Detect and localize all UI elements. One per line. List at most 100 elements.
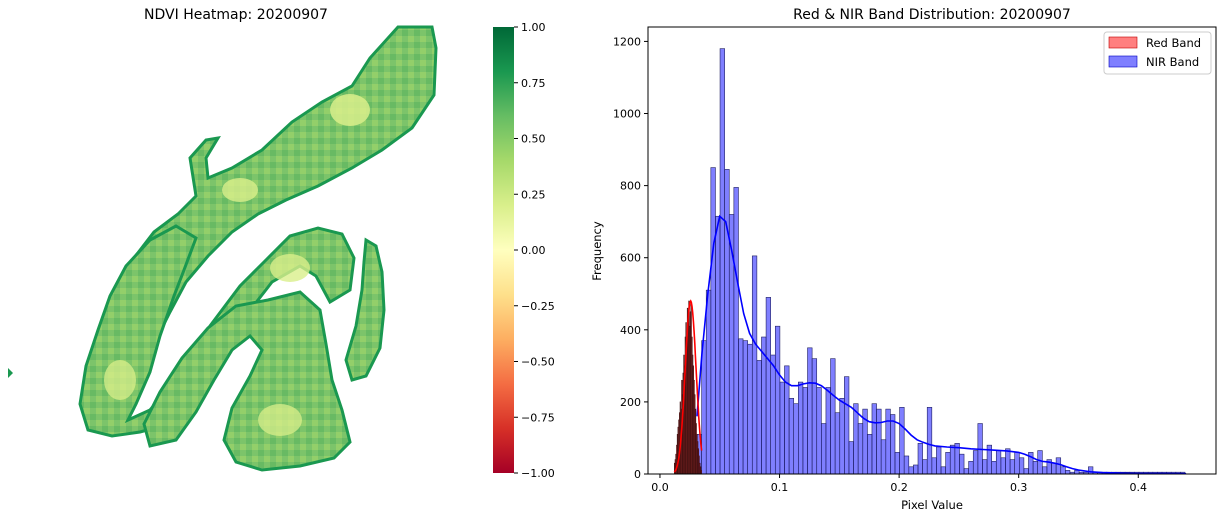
nir-bar xyxy=(705,289,712,474)
nir-bar xyxy=(1074,470,1080,474)
nir-bar xyxy=(774,325,781,474)
nir-bar xyxy=(825,387,831,474)
legend-swatch-nir xyxy=(1108,55,1138,68)
nir-bar xyxy=(1014,452,1020,474)
nir-bar xyxy=(871,403,877,474)
nir-bar xyxy=(968,461,974,474)
nir-bar xyxy=(756,360,762,474)
nir-bar xyxy=(995,450,1002,474)
legend-label-red: Red Band xyxy=(1146,36,1201,50)
legend: Red Band NIR Band xyxy=(1103,31,1212,75)
y-axis-label: Frequency xyxy=(590,221,604,281)
nir-bar xyxy=(917,443,923,474)
nir-bar xyxy=(710,167,716,474)
nir-bar xyxy=(945,452,951,474)
legend-swatch-red xyxy=(1108,36,1138,49)
ndvi-patch xyxy=(222,178,258,202)
nir-bar xyxy=(733,187,739,474)
y-tick-label: 600 xyxy=(620,252,641,265)
x-tick-label: 0.1 xyxy=(771,481,789,494)
red-band-bars xyxy=(674,300,702,474)
ndvi-heatmap-panel: NDVI Heatmap: 20200907 1.00 0.75 0.50 0.25 0… xyxy=(8,7,555,480)
nir-bar xyxy=(788,397,795,474)
nir-bar xyxy=(848,441,854,474)
nir-bar xyxy=(1055,457,1062,474)
nir-bar xyxy=(880,439,887,474)
nir-bar xyxy=(1088,466,1094,474)
nir-bar xyxy=(834,412,841,474)
nir-bar xyxy=(807,347,813,474)
y-tick-label: 1200 xyxy=(613,35,641,48)
nir-bar xyxy=(816,387,822,474)
nir-bar xyxy=(982,459,988,474)
y-tick-label: 800 xyxy=(620,180,641,193)
field-strip-lower xyxy=(142,290,352,472)
nir-bar xyxy=(779,381,785,474)
nir-bar xyxy=(839,397,845,474)
nir-bar xyxy=(936,446,942,474)
colorbar-gradient xyxy=(493,27,514,473)
y-tick-label: 0 xyxy=(634,468,641,481)
colorbar-tick-label: 0.50 xyxy=(521,133,546,146)
colorbar-ticks: 1.00 0.75 0.50 0.25 0.00 −0.25 −0.50 −0.75 −1.00 xyxy=(514,21,555,480)
band-distribution-panel: Red & NIR Band Distribution: 20200907 0.… xyxy=(590,7,1217,512)
plot-frame xyxy=(647,26,1217,475)
nir-bar xyxy=(1023,468,1029,474)
legend-label-nir: NIR Band xyxy=(1146,55,1199,69)
nir-bar xyxy=(853,403,859,474)
x-axis-label: Pixel Value xyxy=(901,498,963,512)
nir-bar xyxy=(1000,457,1006,474)
field-strip-right xyxy=(344,237,386,382)
x-tick-label: 0.4 xyxy=(1130,481,1148,494)
nir-bar xyxy=(738,338,744,474)
colorbar-tick-label: 0.75 xyxy=(521,77,546,90)
nir-bar xyxy=(940,466,946,474)
x-tick-label: 0.0 xyxy=(651,481,669,494)
nir-bar xyxy=(963,468,969,474)
nir-bar xyxy=(1018,457,1025,474)
field-speck xyxy=(8,368,13,378)
nir-bar xyxy=(844,376,850,474)
colorbar-tick-label: 0.25 xyxy=(521,188,546,201)
y-tick-label: 400 xyxy=(620,324,641,337)
nir-bar xyxy=(926,407,933,474)
x-axis-ticks: 0.0 0.1 0.2 0.3 0.4 xyxy=(651,474,1147,494)
nir-bar xyxy=(1065,470,1071,474)
nir-bar xyxy=(885,408,891,474)
nir-bar xyxy=(899,407,905,474)
ndvi-patch xyxy=(270,254,310,282)
nir-bar xyxy=(857,423,864,474)
nir-bar xyxy=(811,358,818,474)
colorbar-tick-label: −1.00 xyxy=(521,467,555,480)
nir-bar xyxy=(798,381,804,474)
nir-bar xyxy=(761,336,767,474)
nir-bar xyxy=(1042,466,1048,474)
ndvi-field-map xyxy=(8,25,438,472)
nir-bar xyxy=(742,340,748,474)
x-tick-label: 0.2 xyxy=(890,481,908,494)
nir-bar xyxy=(922,459,928,474)
nir-bar xyxy=(894,452,900,474)
colorbar-tick-label: 0.00 xyxy=(521,244,546,257)
colorbar-tick-label: −0.75 xyxy=(521,411,555,424)
histogram-title: Red & NIR Band Distribution: 20200907 xyxy=(793,7,1071,23)
nir-bar xyxy=(802,387,808,474)
nir-bar xyxy=(890,414,896,474)
nir-bar xyxy=(931,457,937,474)
y-axis-ticks: 0 200 400 600 800 1000 1200 xyxy=(613,35,648,481)
y-tick-label: 1000 xyxy=(613,108,641,121)
nir-bar xyxy=(724,169,730,474)
colorbar-tick-label: −0.50 xyxy=(521,356,555,369)
ndvi-patch xyxy=(104,360,136,400)
ndvi-patch xyxy=(330,94,370,126)
nir-bar xyxy=(719,48,725,474)
nir-bar xyxy=(949,444,956,474)
nir-bar xyxy=(770,354,776,474)
ndvi-patch xyxy=(258,404,302,436)
nir-bar xyxy=(867,434,873,474)
nir-band-bars xyxy=(696,48,1186,474)
x-tick-label: 0.3 xyxy=(1010,481,1028,494)
red-bar xyxy=(700,470,702,474)
nir-bar xyxy=(876,408,882,474)
